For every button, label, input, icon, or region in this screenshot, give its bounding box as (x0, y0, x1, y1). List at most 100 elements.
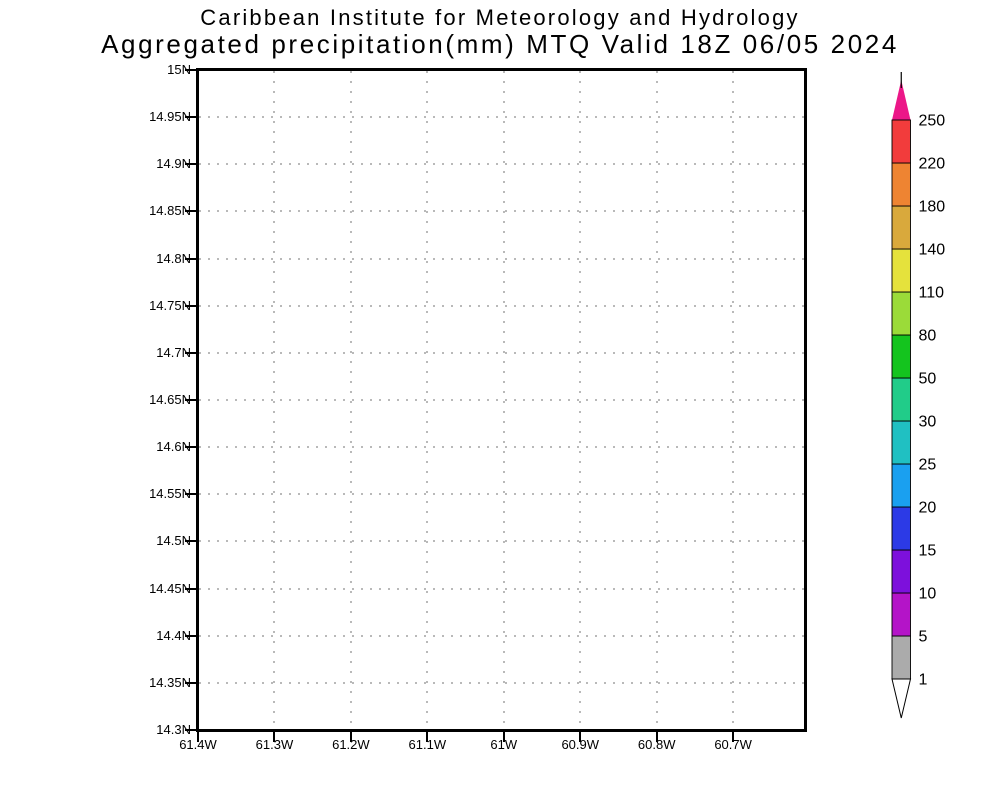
latitude-tick-label: 14.6N (156, 439, 191, 455)
gridline-horizontal (199, 634, 804, 637)
colorbar-level-label: 1 (919, 672, 928, 689)
colorbar-segment (891, 592, 911, 637)
colorbar-above-max-arrow (892, 80, 911, 120)
colorbar-level-label: 250 (919, 113, 946, 130)
latitude-tick-label: 14.55N (149, 486, 191, 502)
latitude-tick-label: 14.5N (156, 533, 191, 549)
institution-title: Caribbean Institute for Meteorology and … (200, 5, 800, 30)
gridline-vertical (732, 71, 735, 729)
latitude-tick-label: 14.85N (149, 203, 191, 219)
latitude-tick (185, 69, 196, 71)
colorbar-segment (891, 377, 911, 422)
longitude-tick (349, 732, 352, 742)
colorbar-level-label: 20 (919, 500, 937, 517)
colorbar-level-label: 30 (919, 414, 937, 431)
latitude-tick (185, 446, 196, 449)
colorbar-segment (891, 205, 911, 250)
longitude-tick-label: 61W (490, 737, 518, 752)
latitude-tick (185, 351, 196, 354)
longitude-tick (502, 732, 505, 742)
map-plot-area (196, 68, 807, 732)
latitude-tick (185, 399, 196, 401)
latitude-tick (185, 304, 196, 307)
latitude-tick-label: 14.7N (156, 344, 191, 360)
colorbar-level-label: 180 (919, 199, 946, 216)
gridline-horizontal (199, 399, 804, 401)
latitude-tick-label: 15N (167, 62, 191, 77)
colorbar-level-label: 15 (919, 543, 937, 560)
gridline-vertical (426, 71, 429, 729)
latitude-tick (185, 493, 196, 496)
gridline-vertical (349, 71, 352, 729)
longitude-tick-label: 61.4W (179, 737, 217, 752)
longitude-tick-label: 60.9W (561, 737, 600, 752)
gridline-horizontal (199, 304, 804, 307)
colorbar-below-min-arrow (891, 678, 912, 719)
longitude-tick (732, 732, 735, 742)
longitude-tick-label: 61.1W (408, 737, 447, 752)
latitude-tick (185, 257, 196, 260)
gridline-horizontal (199, 257, 804, 260)
latitude-tick-label: 14.35N (149, 674, 191, 690)
colorbar-segment (891, 334, 911, 379)
colorbar-level-label: 10 (919, 586, 937, 603)
longitude-tick-label: 60.8W (637, 737, 676, 752)
gridline-horizontal (199, 210, 804, 213)
colorbar-segment (891, 420, 911, 465)
longitude-tick-label: 61.2W (332, 737, 370, 752)
longitude-tick (655, 732, 658, 742)
latitude-tick (185, 163, 196, 166)
colorbar-level-label: 5 (919, 629, 928, 646)
latitude-tick (185, 210, 196, 213)
gridline-horizontal (199, 540, 804, 543)
latitude-tick-label: 14.4N (156, 627, 191, 643)
colorbar-segment (891, 463, 911, 508)
latitude-tick-label: 14.9N (156, 156, 191, 172)
longitude-tick-label: 60.7W (714, 737, 752, 752)
longitude-tick (197, 732, 199, 742)
latitude-tick-label: 14.75N (149, 297, 191, 313)
latitude-tick (185, 540, 196, 543)
chart-title: Aggregated precipitation(mm) MTQ Valid 1… (101, 29, 899, 59)
gridline-horizontal (199, 493, 804, 496)
colorbar-segment (891, 549, 911, 594)
gridline-vertical (579, 71, 582, 729)
latitude-tick (185, 116, 196, 119)
latitude-tick-label: 14.3N (156, 722, 191, 737)
colorbar-level-label: 25 (919, 457, 937, 474)
colorbar-level-label: 50 (919, 371, 937, 388)
latitude-tick-label: 14.95N (149, 109, 191, 125)
gridline-vertical (273, 71, 276, 729)
colorbar-segment (891, 162, 911, 207)
gridline-horizontal (199, 587, 804, 590)
latitude-tick-label: 14.8N (156, 250, 191, 266)
colorbar-segment (891, 119, 911, 164)
colorbar-segment (891, 291, 911, 336)
latitude-tick (185, 681, 196, 684)
longitude-tick (579, 732, 582, 742)
gridline-vertical (502, 71, 505, 729)
colorbar-level-label: 140 (919, 242, 946, 259)
colorbar-segment (891, 635, 911, 680)
gridline-horizontal (199, 163, 804, 166)
colorbar-level-label: 110 (919, 285, 945, 302)
gridline-vertical (655, 71, 658, 729)
latitude-tick (185, 587, 196, 590)
gridline-horizontal (199, 351, 804, 354)
longitude-tick (426, 732, 429, 742)
longitude-tick (273, 732, 276, 742)
latitude-tick (185, 729, 196, 731)
latitude-tick-label: 14.65N (149, 392, 191, 407)
colorbar-level-label: 220 (919, 156, 946, 173)
longitude-tick-label: 61.3W (255, 737, 294, 752)
colorbar-segment (891, 506, 911, 551)
colorbar-level-label: 80 (919, 328, 937, 345)
gridline-horizontal (199, 446, 804, 449)
gridline-horizontal (199, 116, 804, 119)
latitude-tick (185, 634, 196, 637)
latitude-tick-label: 14.45N (149, 580, 191, 596)
colorbar-segment (891, 248, 911, 293)
gridline-horizontal (199, 681, 804, 684)
